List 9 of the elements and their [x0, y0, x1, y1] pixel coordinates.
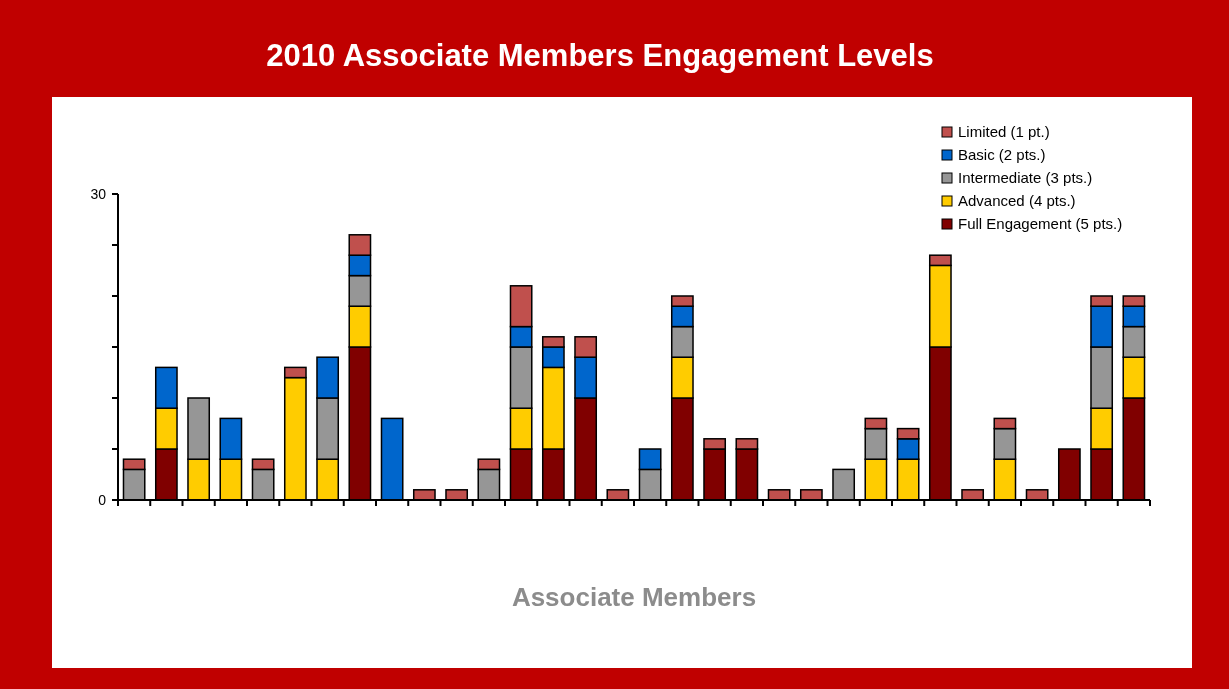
legend-label: Full Engagement (5 pts.)	[958, 215, 1123, 232]
legend-label: Intermediate (3 pts.)	[958, 169, 1093, 186]
legend-label: Limited (1 pt.)	[958, 123, 1050, 140]
y-tick-label: 0	[98, 492, 107, 508]
legend-label: Basic (2 pts.)	[958, 146, 1046, 163]
x-axis-title: Associate Members	[511, 582, 757, 612]
chart-title: 2010 Associate Members Engagement Levels	[266, 38, 934, 73]
y-tick-label: 30	[90, 186, 107, 202]
legend-label: Advanced (4 pts.)	[958, 192, 1076, 209]
